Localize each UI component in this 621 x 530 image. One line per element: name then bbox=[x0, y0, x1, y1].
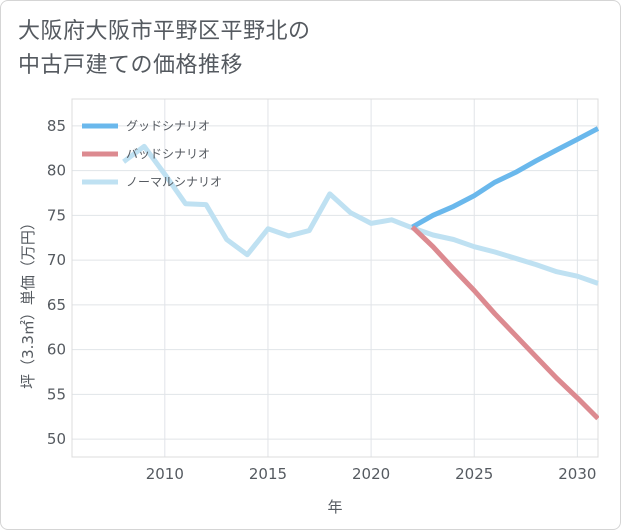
legend-label-1: バッドシナリオ bbox=[126, 147, 210, 161]
chart-title: 大阪府大阪市平野区平野北の 中古戸建ての価格推移 bbox=[18, 15, 311, 83]
y-tick-label: 80 bbox=[47, 162, 66, 180]
x-tick-label: 2015 bbox=[249, 465, 287, 483]
y-tick-label: 50 bbox=[47, 430, 66, 448]
y-tick-label: 55 bbox=[47, 385, 66, 403]
series-line-1 bbox=[410, 225, 599, 421]
series-line-2 bbox=[122, 143, 599, 286]
x-tick-label: 2020 bbox=[352, 465, 390, 483]
plot-area bbox=[71, 98, 599, 458]
y-tick-label: 65 bbox=[47, 296, 66, 314]
x-tick-label: 2025 bbox=[455, 465, 493, 483]
y-tick-label: 60 bbox=[47, 341, 66, 359]
y-tick-label: 85 bbox=[47, 117, 66, 135]
series-line-0 bbox=[411, 126, 599, 230]
title-line-2: 中古戸建ての価格推移 bbox=[18, 53, 244, 78]
x-tick-label: 2030 bbox=[558, 465, 596, 483]
tick-labels: 50 55 60 65 70 75 80 85 2010 2015 2020 2025 2030 bbox=[47, 117, 597, 483]
y-axis-label: 坪（3.3㎡）単価（万円） bbox=[19, 215, 37, 389]
x-axis-label: 年 bbox=[327, 498, 342, 516]
legend-label-0: グッドシナリオ bbox=[126, 119, 210, 133]
y-tick-label: 70 bbox=[47, 251, 66, 269]
title-line-1: 大阪府大阪市平野区平野北の bbox=[18, 19, 311, 44]
y-tick-label: 75 bbox=[47, 206, 66, 224]
legend-label-2: ノーマルシナリオ bbox=[126, 175, 222, 189]
x-tick-label: 2010 bbox=[146, 465, 184, 483]
series-layer bbox=[122, 126, 599, 421]
